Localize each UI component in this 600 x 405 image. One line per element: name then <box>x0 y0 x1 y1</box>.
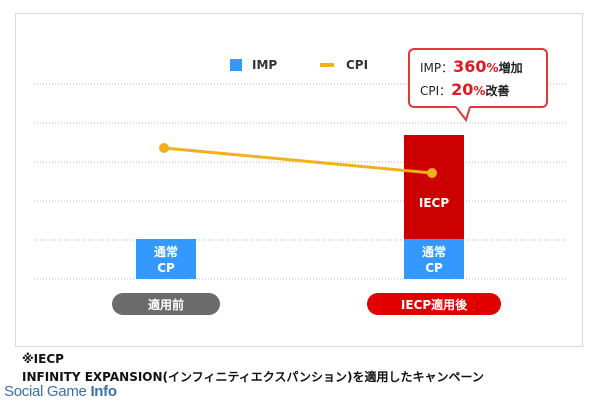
bar-normal-1 <box>404 239 464 279</box>
cpi-line <box>163 146 433 175</box>
callout-imp-unit: % <box>486 61 499 75</box>
bar-label-normal-line2-0: CP <box>157 261 175 275</box>
chart-svg: 通常 CP 通常 CP IECP <box>34 83 566 280</box>
bar-normal-0 <box>136 239 196 279</box>
legend-swatch-cpi <box>320 63 334 67</box>
legend-label-imp: IMP <box>252 58 278 72</box>
legend-item-imp: IMP <box>230 58 277 72</box>
site-watermark: Social Game Info <box>4 383 117 400</box>
callout-cpi-value: 20 <box>451 80 474 99</box>
improvement-callout: IMP：360%増加 CPI：20%改善 <box>408 48 548 108</box>
callout-cpi-line: CPI：20%改善 <box>420 79 546 102</box>
footnote-title: ※IECP <box>22 352 64 366</box>
callout-pointer <box>455 106 471 122</box>
watermark-part1: Social Game <box>4 383 91 400</box>
category-label-before: 適用前 <box>147 297 184 312</box>
bar-label-normal-line1-1: 通常 <box>422 244 446 259</box>
bar-label-normal-line2-1: CP <box>425 261 443 275</box>
category-label-after: IECP適用後 <box>400 297 468 312</box>
category-pill-before: 適用前 <box>112 293 220 315</box>
legend-swatch-imp <box>230 59 242 71</box>
category-pill-after: IECP適用後 <box>367 293 501 315</box>
legend-item-cpi: CPI <box>320 58 368 72</box>
callout-imp-value: 360 <box>453 57 487 76</box>
callout-cpi-change: 改善 <box>485 84 510 98</box>
footnote-description: INFINITY EXPANSION(インフィニティエクスパンション)を適用した… <box>22 370 484 384</box>
bar-label-normal-line1-0: 通常 <box>154 244 178 259</box>
callout-imp-label: IMP： <box>420 61 454 75</box>
bar-label-iecp-1: IECP <box>419 196 449 210</box>
callout-cpi-unit: % <box>473 84 486 98</box>
watermark-part2: Info <box>90 383 117 400</box>
callout-imp-line: IMP：360%増加 <box>420 56 546 79</box>
bar-iecp-1 <box>404 135 464 239</box>
callout-cpi-label: CPI： <box>420 84 452 98</box>
cpi-point-0 <box>159 143 169 153</box>
cpi-point-1 <box>427 168 437 178</box>
callout-imp-change: 増加 <box>498 61 523 75</box>
legend-label-cpi: CPI <box>346 58 369 72</box>
